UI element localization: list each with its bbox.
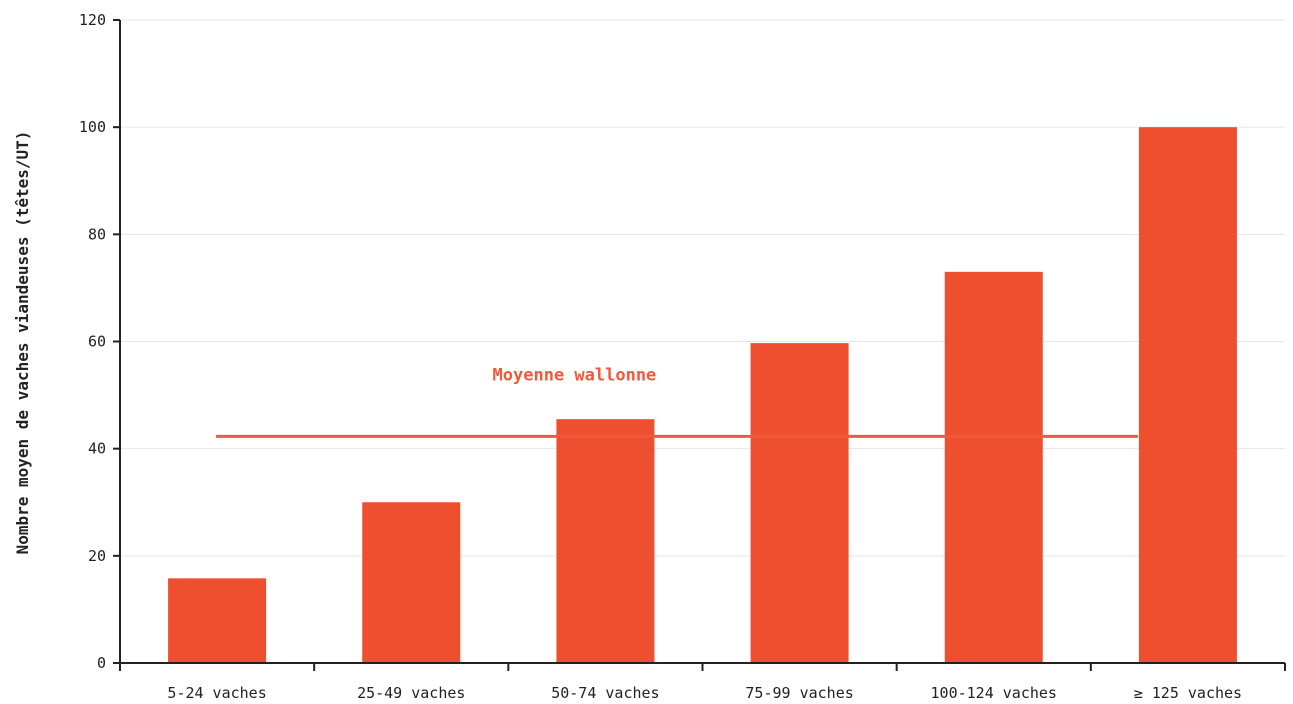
y-axis-title: Nombre moyen de vaches viandeuses (têtes… [13,131,32,555]
y-tick-label: 80 [88,225,106,243]
bar [362,502,461,663]
bar [556,419,655,663]
y-tick-label: 40 [88,440,106,458]
x-tick-label: 25-49 vaches [357,684,465,702]
x-tick-label: 5-24 vaches [167,684,266,702]
axes [119,20,1285,671]
y-axis-ticks: 0 20 40 60 80 100 120 [79,11,120,672]
y-tick-label: 0 [97,654,106,672]
x-axis-ticks: 5-24 vaches 25-49 vaches 50-74 vaches 75-99… [119,663,1286,702]
y-tick-label: 20 [88,547,106,565]
bar [1138,127,1237,663]
average-reference-label: Moyenne wallonne [493,366,657,386]
x-tick-label: 100-124 vaches [931,684,1057,702]
gridlines [120,19,1285,557]
x-tick-label: 50-74 vaches [551,684,659,702]
reference-line-group: Moyenne wallonne [216,366,1138,438]
y-tick-label: 60 [88,333,106,351]
x-tick-label: ≥ 125 vaches [1134,684,1242,702]
bar [750,343,849,663]
x-tick-label: 75-99 vaches [745,684,853,702]
bar [944,271,1043,663]
bar [168,578,267,663]
y-tick-label: 120 [79,11,106,29]
y-tick-label: 100 [79,118,106,136]
bars [168,127,1237,663]
